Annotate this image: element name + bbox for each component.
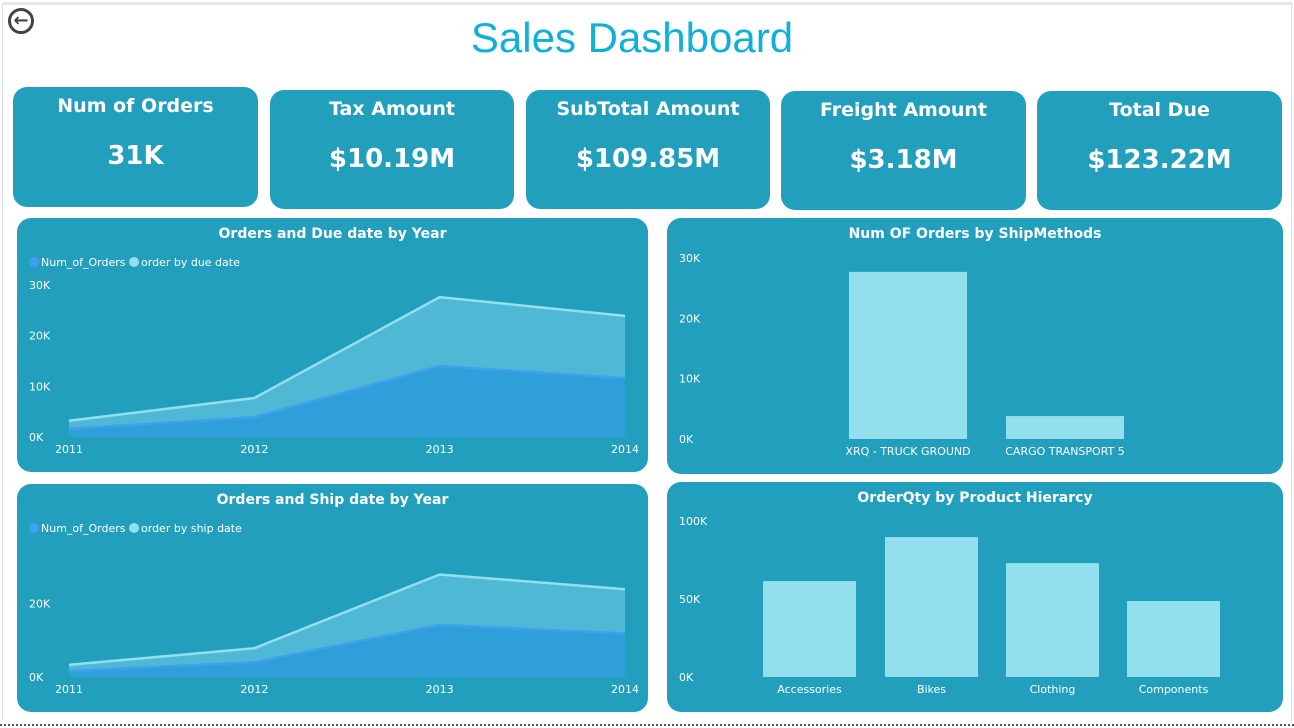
series-line-total — [68, 573, 626, 667]
orders-by-shipmethod-chart[interactable]: Num OF Orders by ShipMethods XRQ - TRUCK… — [667, 218, 1283, 474]
legend-label: Num_of_Orders — [41, 256, 126, 269]
page-title: Sales Dashboard — [470, 14, 794, 61]
divider — [0, 724, 1294, 726]
bar — [763, 581, 856, 677]
kpi-value: 31K — [107, 141, 164, 171]
chart-title: Num OF Orders by ShipMethods — [848, 226, 1102, 242]
x-tick-label: 2013 — [426, 443, 454, 456]
x-tick-label: 2014 — [611, 683, 639, 696]
orders-due-date-chart[interactable]: Orders and Due date by Year Num_of_Order… — [17, 218, 648, 472]
x-tick-label: 2011 — [55, 443, 83, 456]
y-tick-label: 0K — [679, 671, 694, 684]
kpi-card-freight: Freight Amount $3.18M — [781, 91, 1026, 210]
legend-dot-icon — [29, 257, 39, 267]
orders-ship-date-chart[interactable]: Orders and Ship date by Year Num_of_Orde… — [17, 484, 648, 712]
x-tick-label: Components — [1139, 683, 1209, 696]
chart-title: Orders and Ship date by Year — [216, 492, 449, 508]
kpi-card-subtotal: SubTotal Amount $109.85M — [526, 90, 770, 209]
orderqty-by-product-chart[interactable]: OrderQty by Product Hierarcy Accessories… — [667, 482, 1283, 712]
legend-label: order by due date — [141, 256, 240, 269]
y-tick-label: 30K — [679, 252, 701, 265]
x-tick-label: 2012 — [240, 443, 268, 456]
x-tick-label: 2013 — [426, 683, 454, 696]
y-tick-label: 30K — [29, 279, 51, 292]
y-tick-label: 20K — [29, 330, 51, 343]
x-tick-label: Bikes — [917, 683, 946, 696]
chart-legend: Num_of_Orders order by due date — [29, 256, 240, 269]
y-tick-label: 20K — [29, 597, 51, 610]
series-line-num-of-orders — [68, 364, 626, 431]
series-area-num-of-orders — [69, 625, 625, 677]
kpi-value: $10.19M — [328, 144, 456, 174]
legend-label: order by ship date — [141, 522, 242, 535]
legend-label: Num_of_Orders — [41, 522, 126, 535]
y-tick-label: 0K — [679, 433, 694, 446]
series-line-total — [68, 295, 626, 423]
x-tick-label: 2012 — [240, 683, 268, 696]
chart-plot: 0K 20K 2011 2012 2013 2014 — [29, 573, 639, 696]
chart-plot: XRQ - TRUCK GROUND CARGO TRANSPORT 5 0K 10K… — [679, 252, 1125, 458]
chart-legend: Num_of_Orders order by ship date — [29, 522, 242, 535]
x-tick-label: XRQ - TRUCK GROUND — [845, 445, 970, 458]
y-tick-label: 20K — [679, 312, 701, 325]
x-tick-label: 2014 — [611, 443, 639, 456]
kpi-card-tax: Tax Amount $10.19M — [270, 90, 514, 209]
y-tick-label: 100K — [679, 515, 708, 528]
kpi-label: SubTotal Amount — [556, 98, 740, 120]
chart-title: Orders and Due date by Year — [218, 226, 447, 242]
y-tick-label: 0K — [29, 671, 44, 684]
kpi-label: Tax Amount — [329, 98, 455, 120]
chart-plot: Accessories Bikes Clothing Components 0K 50K 1… — [679, 515, 1220, 696]
bar — [885, 537, 978, 677]
x-tick-label: CARGO TRANSPORT 5 — [1005, 445, 1125, 458]
y-tick-label: 50K — [679, 593, 701, 606]
bar — [1006, 416, 1124, 439]
legend-dot-icon — [129, 257, 140, 267]
series-line-num-of-orders — [68, 623, 626, 673]
kpi-value: $123.22M — [1087, 145, 1232, 175]
y-tick-label: 10K — [679, 373, 701, 386]
arrow-left-circle-icon[interactable]: ← — [8, 8, 34, 34]
chart-title: OrderQty by Product Hierarcy — [857, 490, 1093, 506]
kpi-label: Freight Amount — [819, 99, 988, 121]
kpi-value: $3.18M — [849, 145, 958, 175]
x-tick-label: Accessories — [777, 683, 842, 696]
legend-dot-icon — [29, 523, 39, 533]
legend-dot-icon — [129, 523, 140, 533]
x-tick-label: 2011 — [55, 683, 83, 696]
kpi-label: Total Due — [1109, 99, 1210, 121]
y-tick-label: 10K — [29, 380, 51, 393]
bar — [1006, 563, 1099, 677]
bar — [849, 271, 967, 439]
chart-plot: 0K 10K 20K 30K 2011 2012 2013 2014 — [29, 279, 639, 456]
series-area-num-of-orders — [69, 366, 625, 437]
kpi-card-total-due: Total Due $123.22M — [1037, 91, 1282, 210]
y-tick-label: 0K — [29, 431, 44, 444]
bar — [1127, 601, 1220, 677]
kpi-card-num-orders: Num of Orders 31K — [13, 87, 258, 207]
kpi-value: $109.85M — [575, 144, 721, 174]
x-tick-label: Clothing — [1030, 683, 1076, 696]
kpi-label: Num of Orders — [57, 95, 214, 117]
